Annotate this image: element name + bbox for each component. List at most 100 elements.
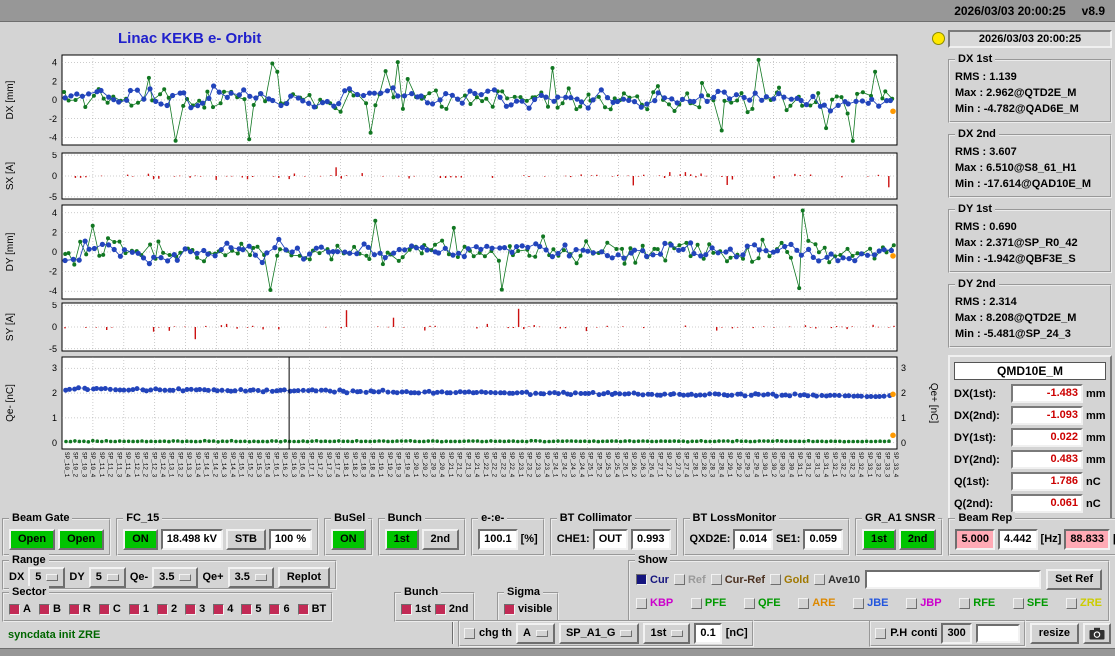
min-readout: Min : -5.481@SP_24_3	[955, 328, 1071, 340]
bunch-1st-button[interactable]: 1st	[384, 528, 419, 550]
show-sfe-checkbox[interactable]	[1012, 597, 1024, 609]
beam-gate-open-button-2[interactable]: Open	[58, 528, 105, 550]
fc15-stb-button[interactable]: STB	[225, 528, 266, 550]
sector-1-checkbox[interactable]	[128, 603, 140, 615]
show-ref-checkbox[interactable]	[673, 574, 685, 585]
bpm-select-dropdown[interactable]: SP_A1_G	[558, 622, 640, 644]
show-jbe-checkbox[interactable]	[853, 597, 865, 609]
sector-5-checkbox[interactable]	[241, 603, 253, 615]
show-curref-checkbox[interactable]	[710, 574, 722, 585]
show-pfe-checkbox[interactable]	[690, 597, 702, 609]
bunch-2nd-button[interactable]: 2nd	[421, 528, 460, 550]
sector-select-dropdown[interactable]: A	[516, 622, 555, 644]
sector-item-b: B	[38, 603, 61, 615]
range-dy-dropdown[interactable]: 5	[88, 566, 126, 588]
ee-ratio-readout: 100.1	[478, 528, 518, 550]
snsr-2nd-button[interactable]: 2nd	[898, 528, 937, 550]
show-jbe-item: JBE	[853, 597, 889, 609]
svg-text:SP_27_2: SP_27_2	[665, 452, 672, 478]
show-zre-checkbox[interactable]	[1065, 597, 1077, 609]
svg-text:SP_12_2: SP_12_2	[142, 452, 149, 478]
svg-text:SP_30_1: SP_30_1	[761, 452, 768, 478]
sector-2-checkbox[interactable]	[156, 603, 168, 615]
replot-button[interactable]: Replot	[277, 566, 331, 588]
show-label: Ave10	[828, 573, 861, 586]
svg-text:SP_29_4: SP_29_4	[752, 452, 759, 478]
svg-text:SP_27_1: SP_27_1	[656, 452, 663, 478]
readout-unit: nC	[1086, 475, 1101, 488]
show-qfe-checkbox[interactable]	[743, 597, 755, 609]
range-dx-dropdown[interactable]: 5	[28, 566, 66, 588]
che1-value-readout: 0.993	[630, 528, 671, 550]
beam-rep-percent-unit: [%]	[1113, 533, 1115, 545]
readout-unit: mm	[1086, 409, 1106, 422]
svg-text:SP_33_4: SP_33_4	[892, 452, 899, 478]
set-ref-button[interactable]: Set Ref	[1046, 569, 1102, 590]
show-kbp-checkbox[interactable]	[636, 597, 647, 609]
range-qem-dropdown[interactable]: 3.5	[152, 566, 199, 588]
svg-text:0: 0	[52, 322, 57, 332]
chg-th-checkbox[interactable]	[464, 627, 475, 639]
snsr-1st-button[interactable]: 1st	[862, 528, 896, 550]
svg-text:SP_13_3: SP_13_3	[185, 452, 192, 478]
bunch-select-dropdown[interactable]: 1st	[643, 622, 691, 644]
sector-item-6: 6	[269, 603, 290, 615]
svg-text:SP_32_2: SP_32_2	[840, 452, 847, 478]
bunch-2nd-checkbox[interactable]	[434, 603, 446, 615]
sector-4-checkbox[interactable]	[213, 603, 225, 615]
show-curref-item: Cur-Ref	[710, 574, 765, 586]
threshold-unit: [nC]	[725, 627, 748, 639]
dropdown-indicator-icon	[620, 629, 633, 637]
show-are-checkbox[interactable]	[798, 597, 810, 609]
clock-row: 2026/03/03 20:00:25	[932, 30, 1112, 48]
svg-text:SP_15_2: SP_15_2	[246, 452, 253, 478]
sector-b-checkbox[interactable]	[38, 603, 50, 615]
svg-text:SP_24_2: SP_24_2	[560, 452, 567, 478]
svg-text:SP_33_2: SP_33_2	[875, 452, 882, 478]
busel-on-button[interactable]: ON	[331, 528, 366, 550]
bunch-1st-checkbox[interactable]	[401, 603, 412, 615]
resize-button[interactable]: resize	[1029, 622, 1079, 644]
sigma-group: Sigma visible	[497, 586, 560, 622]
svg-text:SP_33_1: SP_33_1	[866, 452, 873, 478]
readout-value: 0.022	[1011, 428, 1083, 447]
show-label: JBP	[920, 597, 942, 609]
svg-text:SP_10_1: SP_10_1	[63, 452, 70, 478]
ref-name-entry[interactable]	[865, 570, 1042, 589]
svg-text:SP_22_2: SP_22_2	[491, 452, 498, 478]
show-ave10-checkbox[interactable]	[814, 574, 826, 585]
svg-text:0: 0	[52, 95, 57, 105]
sector-c-checkbox[interactable]	[98, 603, 110, 615]
sector-r-checkbox[interactable]	[68, 603, 80, 615]
show-rfe-checkbox[interactable]	[959, 597, 971, 609]
snapshot-button[interactable]	[1083, 622, 1111, 644]
window-titlebar: 2026/03/03 20:00:25 v8.9	[0, 0, 1115, 22]
sector-3-checkbox[interactable]	[185, 603, 197, 615]
bpm-name-axis: SP_10_1 SP_10_2 SP_10_3 SP_10_4 SP_11_1 SP_11…	[63, 452, 899, 478]
rms-readout: RMS : 1.139	[955, 71, 1017, 83]
svg-text:SP_23_1: SP_23_1	[517, 452, 524, 478]
bunch-group: Bunch 1st 2nd	[377, 512, 467, 556]
svg-text:SP_19_3: SP_19_3	[395, 452, 402, 478]
beam-gate-open-button-1[interactable]: Open	[9, 528, 56, 550]
sector-6-checkbox[interactable]	[269, 603, 281, 615]
svg-text:SP_19_2: SP_19_2	[386, 452, 393, 478]
show-jbp-checkbox[interactable]	[906, 597, 918, 609]
qxd2e-label: QXD2E:	[689, 533, 731, 545]
svg-text:4: 4	[52, 58, 57, 68]
range-qep-dropdown[interactable]: 3.5	[227, 566, 274, 588]
svg-text:SP_27_3: SP_27_3	[674, 452, 681, 478]
sector-bt-checkbox[interactable]	[297, 603, 309, 615]
ph-checkbox[interactable]	[875, 627, 887, 639]
sector-a-checkbox[interactable]	[9, 603, 20, 615]
sigma-visible-checkbox[interactable]	[504, 603, 515, 615]
svg-text:3: 3	[901, 363, 906, 373]
titlebar-datetime: 2026/03/03 20:00:25	[954, 3, 1066, 18]
max-readout: Max : 2.962@QTD2E_M	[955, 87, 1077, 99]
show-cur-checkbox[interactable]	[636, 574, 647, 585]
conti-entry[interactable]	[975, 623, 1020, 643]
fc15-on-button[interactable]: ON	[123, 528, 158, 550]
svg-text:SP_17_3: SP_17_3	[325, 452, 332, 478]
show-gold-checkbox[interactable]	[770, 574, 782, 585]
svg-text:SP_29_3: SP_29_3	[744, 452, 751, 478]
